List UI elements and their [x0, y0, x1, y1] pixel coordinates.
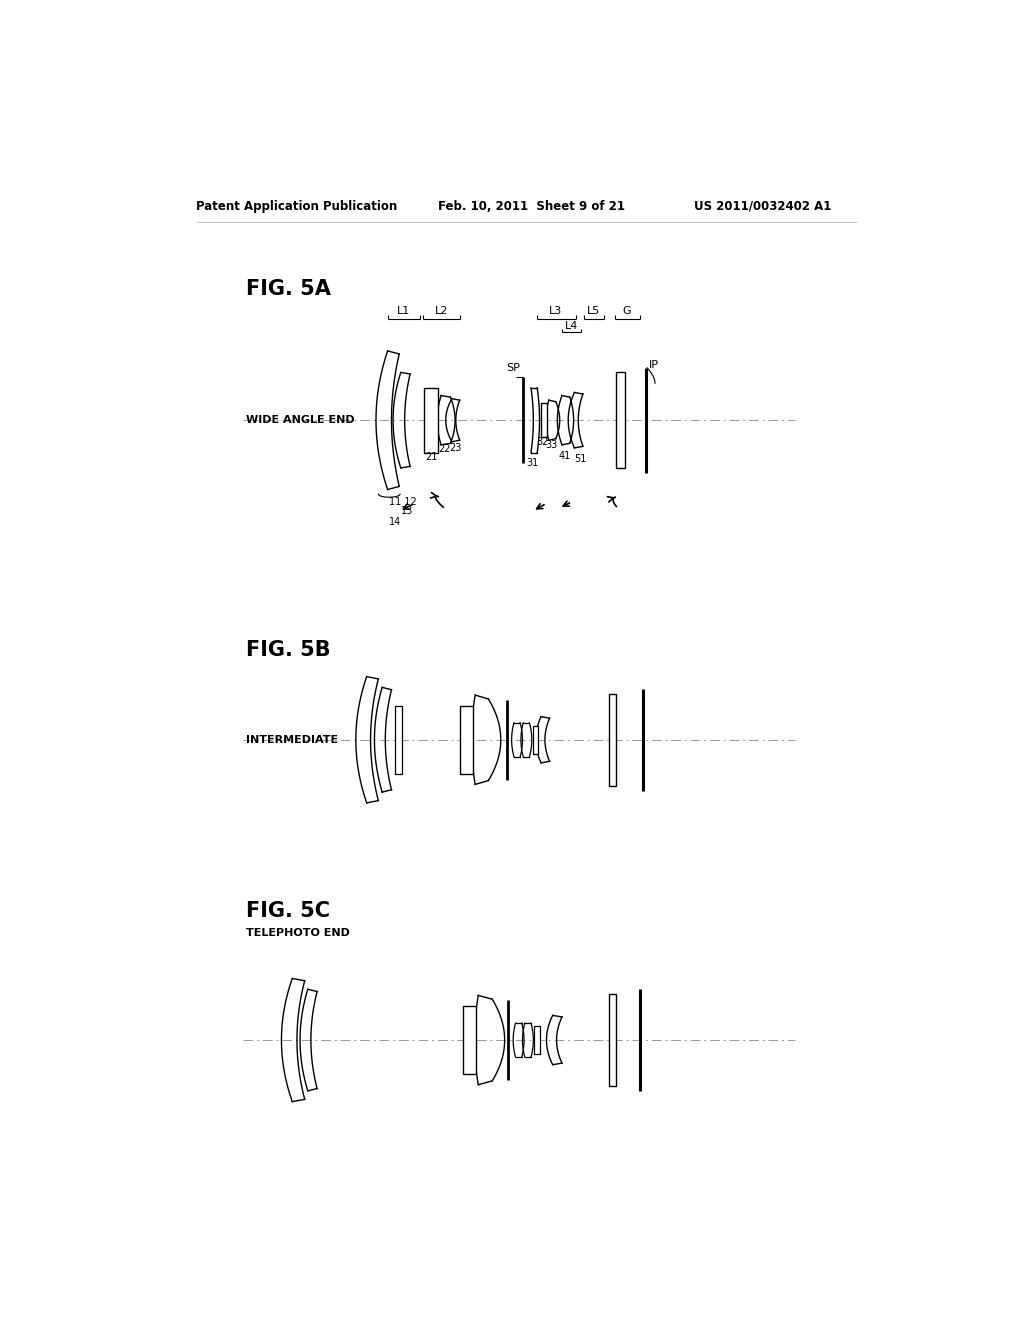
- Text: 23: 23: [449, 444, 461, 453]
- Text: WIDE ANGLE END: WIDE ANGLE END: [246, 416, 354, 425]
- Bar: [535, 1026, 540, 1053]
- Text: L5: L5: [587, 306, 600, 315]
- Text: FIG. 5C: FIG. 5C: [246, 902, 330, 921]
- Text: FIG. 5A: FIG. 5A: [246, 280, 331, 300]
- Bar: [424, 388, 438, 453]
- Text: 51: 51: [574, 454, 587, 463]
- Text: 22: 22: [438, 445, 451, 454]
- Bar: [395, 706, 401, 774]
- Text: 13: 13: [400, 506, 413, 516]
- Bar: [616, 372, 625, 469]
- Text: 32: 32: [537, 437, 549, 446]
- Text: 21: 21: [425, 453, 437, 462]
- Text: INTERMEDIATE: INTERMEDIATE: [246, 735, 338, 744]
- Bar: [460, 706, 473, 774]
- Text: SP: SP: [506, 363, 520, 372]
- Text: L2: L2: [434, 306, 447, 315]
- Text: Feb. 10, 2011  Sheet 9 of 21: Feb. 10, 2011 Sheet 9 of 21: [438, 199, 625, 213]
- Text: TELEPHOTO END: TELEPHOTO END: [246, 928, 349, 939]
- Bar: [608, 693, 616, 785]
- Text: FIG. 5B: FIG. 5B: [246, 640, 331, 660]
- Text: G: G: [622, 306, 631, 315]
- Text: US 2011/0032402 A1: US 2011/0032402 A1: [693, 199, 831, 213]
- Bar: [532, 726, 538, 754]
- Bar: [541, 404, 547, 437]
- Text: 33: 33: [545, 440, 557, 450]
- Text: 41: 41: [558, 450, 570, 461]
- Text: Patent Application Publication: Patent Application Publication: [197, 199, 397, 213]
- Text: 11 12: 11 12: [389, 496, 417, 507]
- Text: L3: L3: [549, 306, 561, 315]
- Bar: [608, 994, 616, 1086]
- Bar: [463, 1006, 476, 1074]
- Text: 14: 14: [388, 517, 400, 527]
- Text: IP: IP: [649, 360, 658, 370]
- Text: L4: L4: [564, 321, 578, 331]
- Text: 31: 31: [526, 458, 539, 469]
- Text: L1: L1: [396, 306, 410, 315]
